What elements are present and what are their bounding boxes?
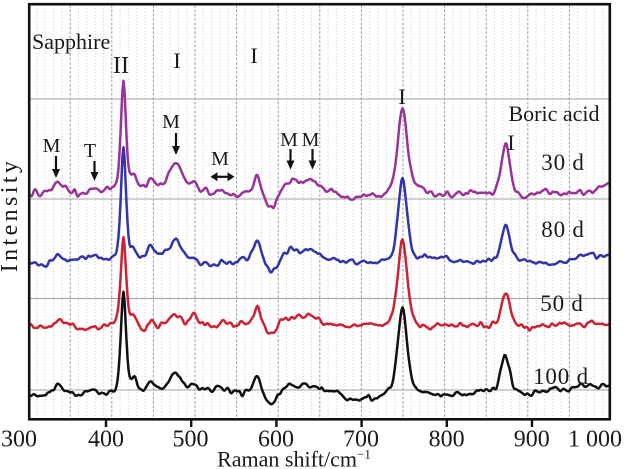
svg-text:600: 600 <box>258 427 294 453</box>
svg-text:800: 800 <box>429 427 465 453</box>
svg-text:700: 700 <box>343 427 379 453</box>
svg-text:T: T <box>84 140 96 162</box>
svg-text:M: M <box>162 111 180 133</box>
svg-text:I: I <box>173 48 180 73</box>
svg-text:400: 400 <box>88 427 124 453</box>
svg-text:Raman shift/cm−1: Raman shift/cm−1 <box>217 447 371 469</box>
svg-text:50 d: 50 d <box>540 291 583 316</box>
svg-text:Boric acid: Boric acid <box>508 101 599 126</box>
svg-text:1 000: 1 000 <box>568 427 622 453</box>
svg-text:II: II <box>113 53 129 79</box>
svg-text:100 d: 100 d <box>533 364 589 389</box>
svg-text:I: I <box>398 84 405 109</box>
svg-text:M: M <box>211 148 229 170</box>
svg-text:I: I <box>250 43 257 68</box>
svg-text:M: M <box>302 129 320 151</box>
svg-text:500: 500 <box>173 427 209 453</box>
svg-text:80 d: 80 d <box>541 217 584 242</box>
svg-text:M: M <box>43 135 61 157</box>
svg-text:30 d: 30 d <box>541 150 584 175</box>
svg-text:900: 900 <box>514 427 550 453</box>
svg-text:I: I <box>507 130 514 155</box>
svg-text:Sapphire: Sapphire <box>32 29 110 54</box>
svg-text:300: 300 <box>1 427 37 453</box>
svg-text:Intensity: Intensity <box>0 158 23 273</box>
svg-text:M: M <box>280 129 298 151</box>
